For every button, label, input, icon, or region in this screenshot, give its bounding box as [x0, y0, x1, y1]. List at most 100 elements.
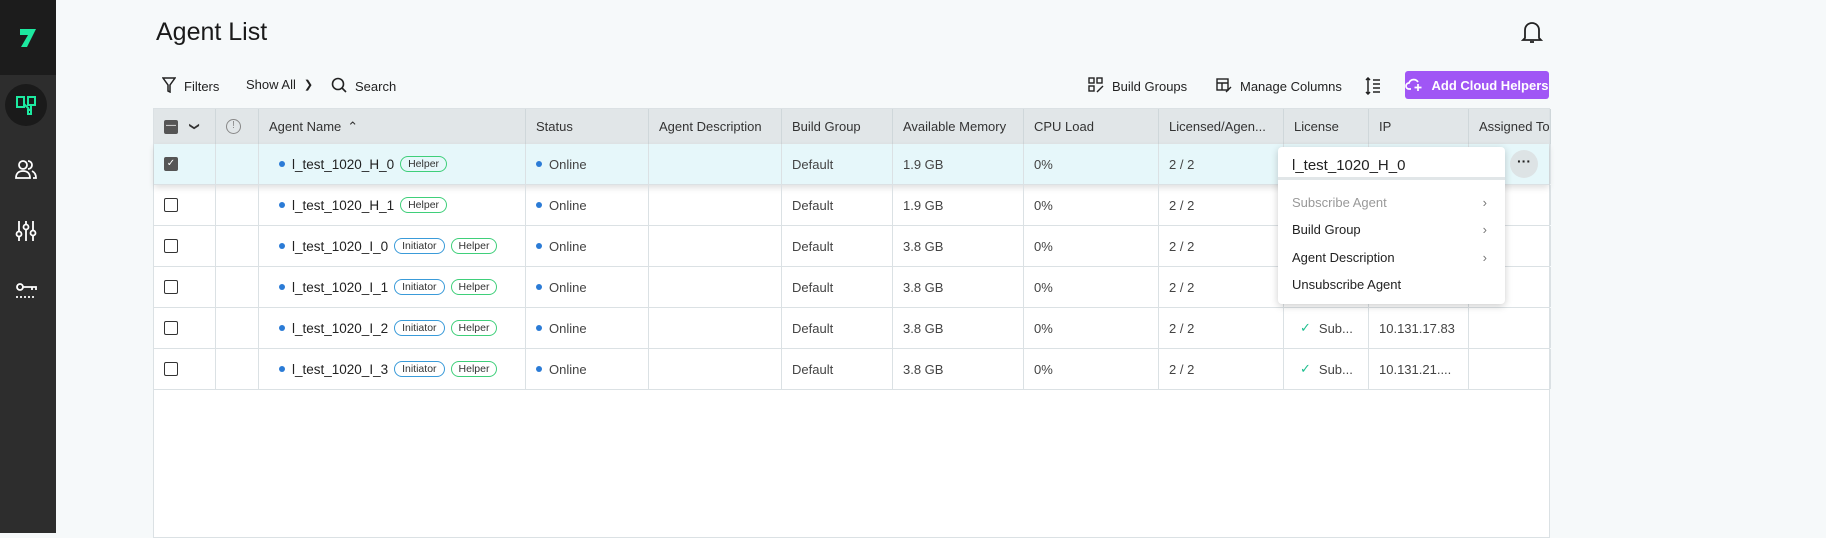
menu-item[interactable]: Build Group › [1292, 222, 1487, 237]
row-checkbox[interactable]: ✓ [164, 157, 178, 171]
mem-value: 3.8 GB [903, 361, 944, 377]
licensed-cell: 2 / 2 [1159, 308, 1284, 348]
licensed-value: 2 / 2 [1169, 279, 1195, 295]
row-checkbox[interactable] [164, 198, 178, 212]
agent-name[interactable]: l_test_1020_H_1 [292, 197, 395, 213]
ip-cell: 10.131.21.... [1369, 349, 1469, 389]
status-dot [536, 366, 542, 372]
info-cell [216, 308, 259, 348]
agent-name[interactable]: l_test_1020_I_3 [292, 361, 389, 377]
table-row[interactable]: l_test_1020_I_3 Initiator Helper Online Defa… [154, 349, 1551, 390]
status-text: Online [549, 238, 587, 254]
cpu-value: 0% [1034, 197, 1053, 213]
row-checkbox[interactable] [164, 321, 178, 335]
agent-name[interactable]: l_test_1020_I_0 [292, 238, 389, 254]
table-row[interactable]: l_test_1020_I_2 Initiator Helper Online Defa… [154, 308, 1551, 349]
group-cell: Default [782, 226, 893, 266]
mem-cell: 1.9 GB [893, 185, 1024, 225]
row-checkbox[interactable] [164, 362, 178, 376]
info-cell [216, 267, 259, 307]
status-text: Online [549, 361, 587, 377]
manage-columns-button[interactable]: Manage Columns [1216, 77, 1342, 96]
agent-name-cell[interactable]: l_test_1020_H_1 Helper [259, 185, 526, 225]
licensed-value: 2 / 2 [1169, 320, 1195, 336]
menu-item[interactable]: Subscribe Agent › [1292, 195, 1487, 210]
search-button[interactable]: Search [331, 77, 396, 96]
show-all-dropdown[interactable]: Show All ❯ [246, 77, 314, 92]
chevron-down-icon[interactable]: ❯ [188, 122, 200, 131]
info-cell [216, 144, 259, 184]
build-groups-button[interactable]: Build Groups [1088, 77, 1187, 96]
select-cell[interactable]: ✓ [154, 144, 216, 184]
ip-value: 10.131.17.83 [1379, 320, 1455, 336]
column-header[interactable]: IP [1369, 109, 1469, 144]
row-checkbox[interactable] [164, 280, 178, 294]
group-cell: Default [782, 349, 893, 389]
select-all-checkbox[interactable]: — [164, 119, 178, 134]
mem-value: 1.9 GB [903, 156, 944, 172]
role-badge: Helper [400, 197, 448, 213]
agent-name-cell[interactable]: l_test_1020_H_0 Helper [259, 144, 526, 184]
agent-name-cell[interactable]: l_test_1020_I_1 Initiator Helper [259, 267, 526, 307]
add-cloud-helpers-button[interactable]: Add Cloud Helpers [1405, 71, 1549, 99]
group-value: Default [792, 320, 834, 336]
cpu-cell: 0% [1024, 308, 1159, 348]
license-cell: ✓ Sub... [1284, 308, 1369, 348]
users-icon[interactable] [5, 148, 47, 190]
table-row[interactable]: l_test_1020_H_1 Helper Online Default 1.9 GB… [154, 185, 1551, 226]
status-dot [536, 202, 542, 208]
role-badge: Helper [450, 361, 498, 377]
row-checkbox[interactable] [164, 239, 178, 253]
column-header[interactable]: License [1284, 109, 1369, 144]
column-header[interactable]: Licensed/Agen... [1159, 109, 1284, 144]
select-cell[interactable] [154, 308, 216, 348]
agent-name-cell[interactable]: l_test_1020_I_3 Initiator Helper [259, 349, 526, 389]
header-select[interactable]: — ❯ [154, 109, 216, 144]
column-header[interactable]: CPU Load [1024, 109, 1159, 144]
logo[interactable] [0, 0, 56, 75]
chevron-right-icon: › [1482, 250, 1487, 265]
row-density-icon[interactable] [1365, 77, 1381, 95]
select-cell[interactable] [154, 267, 216, 307]
agent-name-cell[interactable]: l_test_1020_I_0 Initiator Helper [259, 226, 526, 266]
menu-item[interactable]: Unsubscribe Agent [1292, 277, 1487, 292]
column-header[interactable]: Status [526, 109, 649, 144]
sort-icon[interactable]: ⌃ [347, 118, 359, 134]
mem-cell: 3.8 GB [893, 308, 1024, 348]
column-header[interactable]: Assigned To [1469, 109, 1551, 144]
status-dot [536, 243, 542, 249]
column-header[interactable]: Agent Description [649, 109, 782, 144]
menu-item[interactable]: Agent Description › [1292, 250, 1487, 265]
online-dot [279, 284, 285, 290]
cpu-value: 0% [1034, 320, 1053, 336]
page-title: Agent List [156, 18, 268, 46]
menu-item-label: Subscribe Agent [1292, 195, 1387, 210]
table-row[interactable]: l_test_1020_I_1 Initiator Helper Online Defa… [154, 267, 1551, 308]
column-header[interactable]: Agent Name ⌃ [259, 109, 526, 144]
agent-name[interactable]: l_test_1020_H_0 [292, 156, 395, 172]
select-cell[interactable] [154, 349, 216, 389]
info-cell [216, 226, 259, 266]
select-cell[interactable] [154, 185, 216, 225]
desc-cell [649, 226, 782, 266]
agent-name[interactable]: l_test_1020_I_2 [292, 320, 389, 336]
ip-value: 10.131.21.... [1379, 361, 1452, 377]
column-header[interactable]: Build Group [782, 109, 893, 144]
online-dot [279, 161, 285, 167]
more-icon[interactable]: ··· [1510, 150, 1538, 178]
licensed-cell: 2 / 2 [1159, 144, 1284, 184]
column-header[interactable]: Available Memory [893, 109, 1024, 144]
license-cell: ✓ Sub... [1284, 349, 1369, 389]
agent-name[interactable]: l_test_1020_I_1 [292, 279, 389, 295]
agent-name-cell[interactable]: l_test_1020_I_2 Initiator Helper [259, 308, 526, 348]
group-value: Default [792, 361, 834, 377]
filters-button[interactable]: Filters [161, 77, 219, 96]
sliders-icon[interactable] [5, 210, 47, 252]
licensed-value: 2 / 2 [1169, 361, 1195, 377]
agents-icon[interactable] [5, 84, 47, 126]
mem-value: 3.8 GB [903, 320, 944, 336]
select-cell[interactable] [154, 226, 216, 266]
key-icon[interactable] [5, 270, 47, 312]
cpu-cell: 0% [1024, 144, 1159, 184]
bell-icon[interactable] [1520, 20, 1544, 49]
